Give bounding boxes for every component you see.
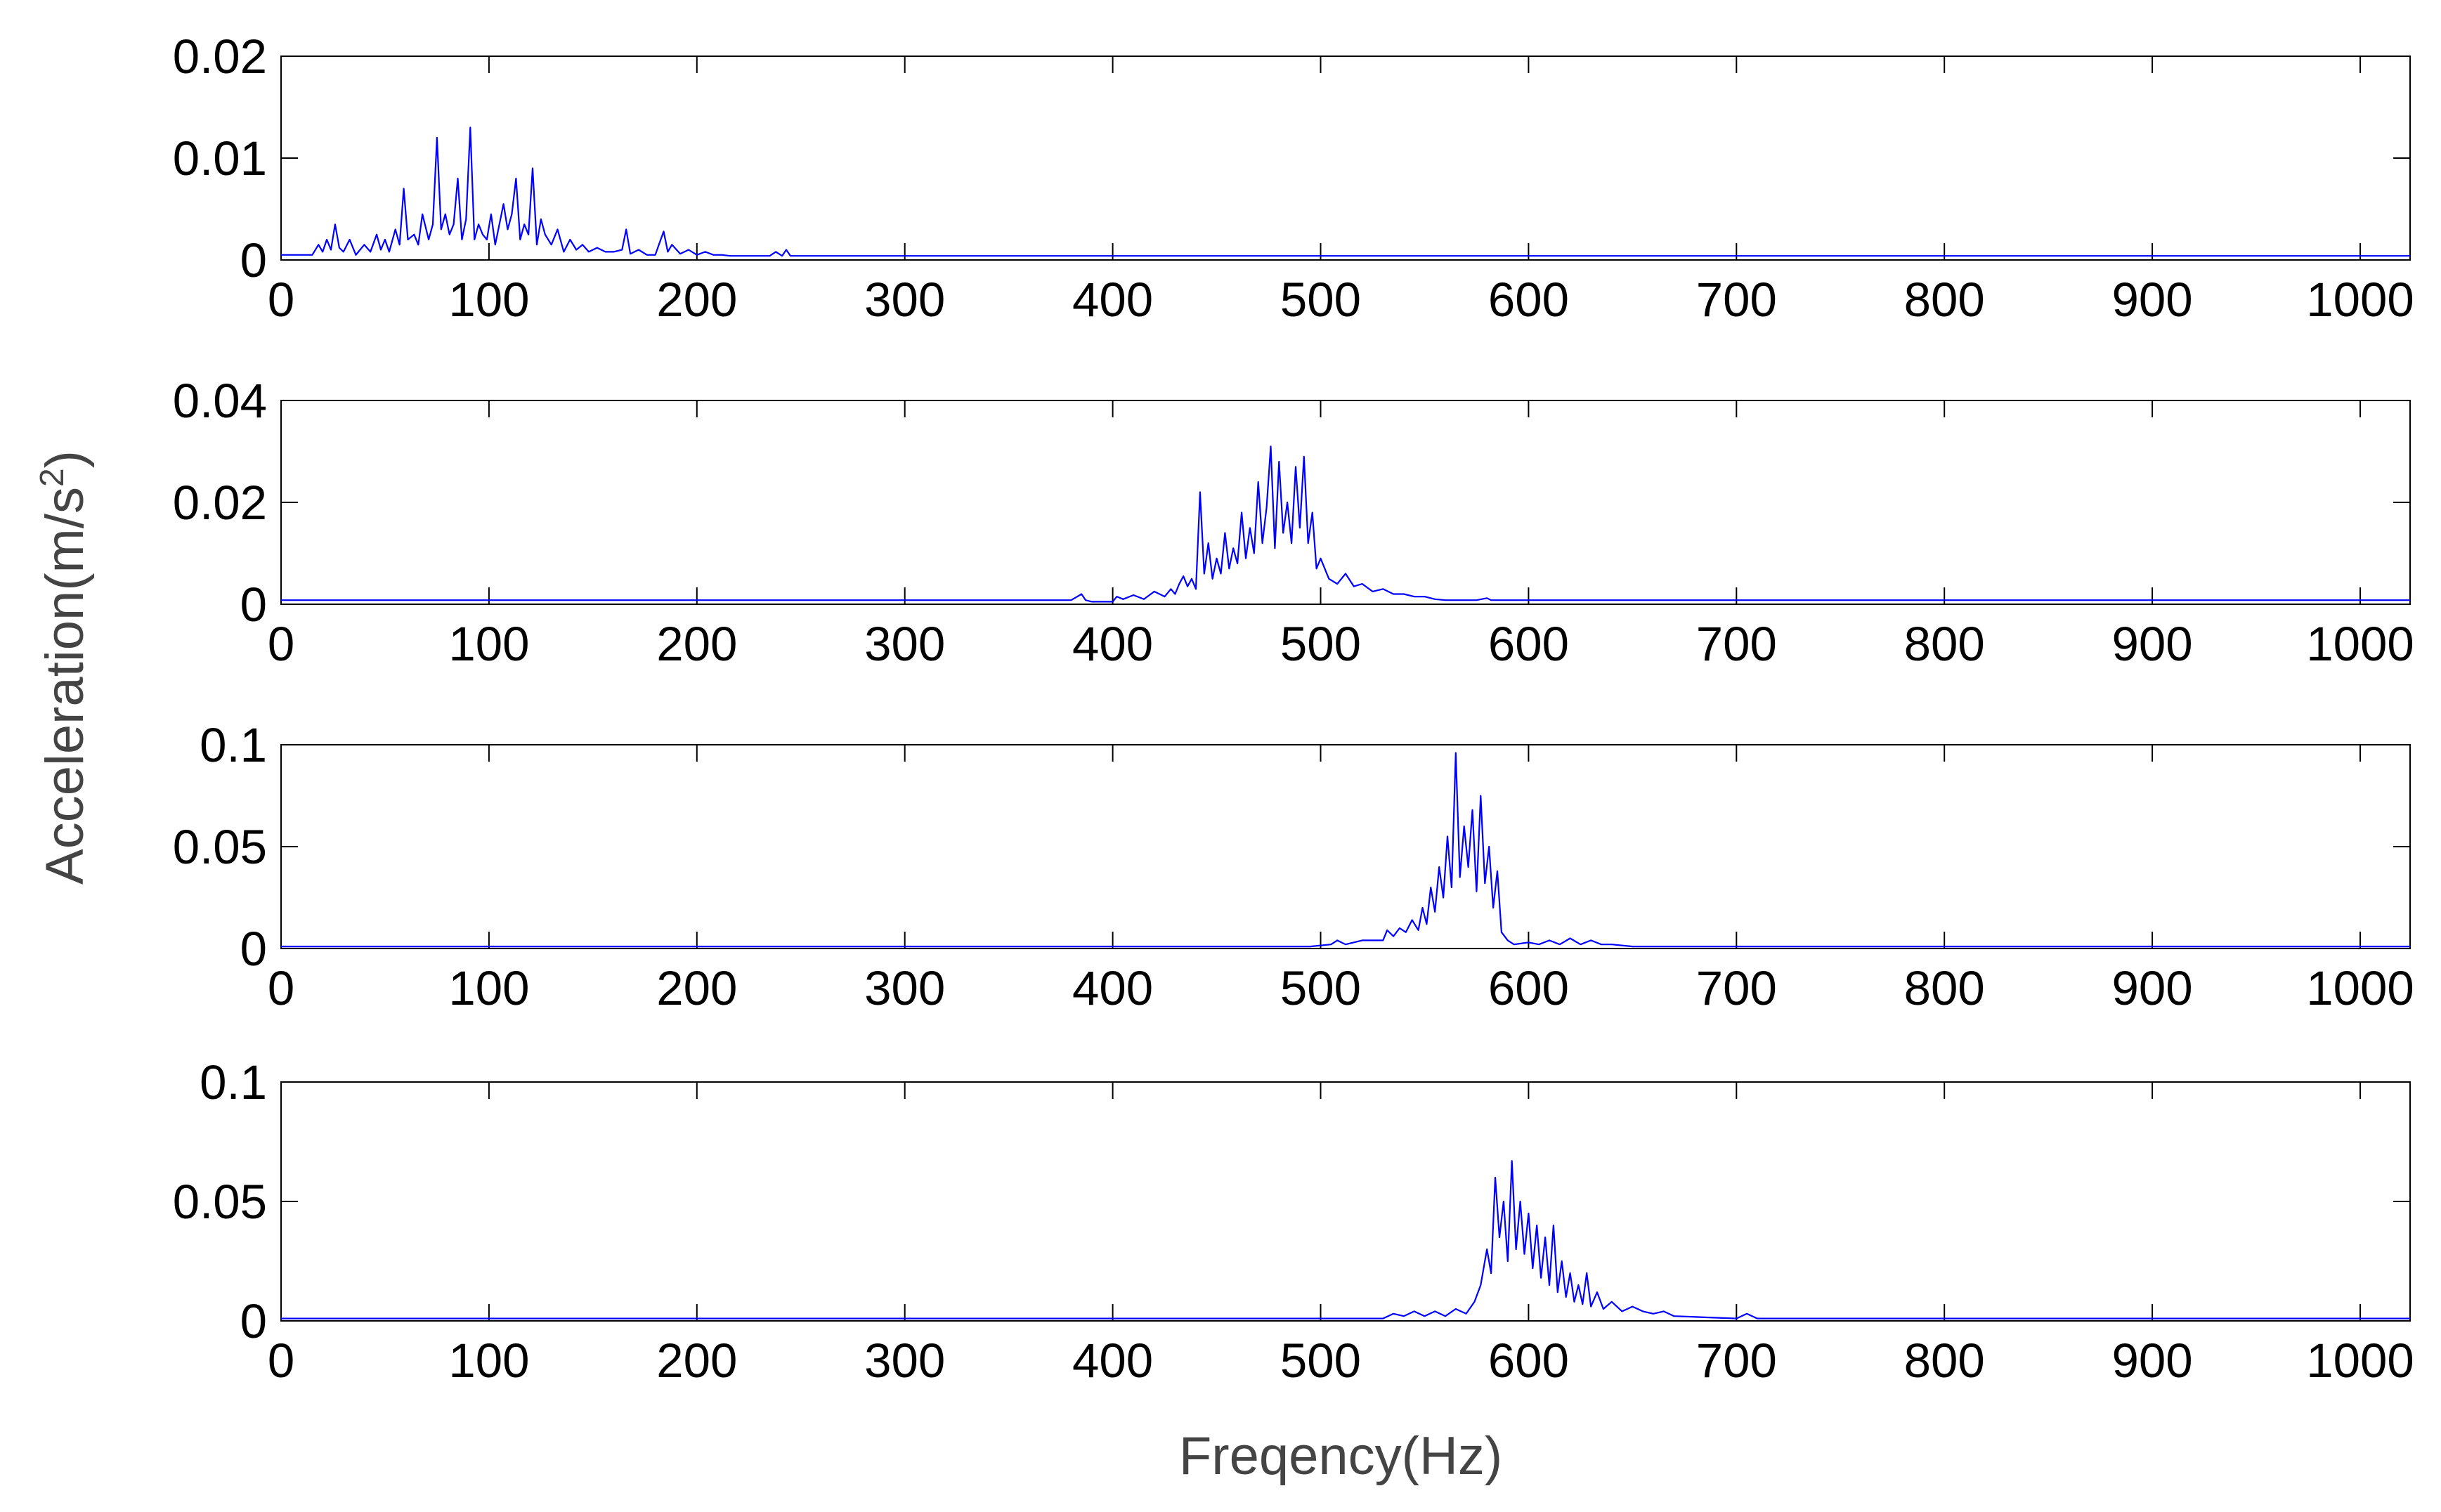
y-tick-label: 0 — [240, 233, 267, 287]
y-axis-title-main: Acceleration(m/s — [35, 487, 95, 885]
y-tick-label: 0.05 — [173, 1175, 267, 1229]
x-tick-label: 1000 — [2306, 961, 2414, 1015]
subplot-2: 0 100 200 300 400 500 600 700 800 900 1000 0 0.02 0.0… — [173, 374, 2414, 671]
x-tick-label: 400 — [1072, 617, 1153, 671]
x-tick-label: 600 — [1488, 617, 1569, 671]
x-tick-label: 700 — [1696, 1334, 1777, 1388]
x-tick-label: 200 — [656, 961, 737, 1015]
x-tick-label: 800 — [1904, 617, 1985, 671]
y-axis-title-close: ) — [35, 450, 95, 468]
y-tick-label: 0.01 — [173, 131, 267, 185]
series-line-2 — [281, 445, 2410, 603]
subplots: 0 100 200 300 400 500 600 700 800 900 100000.010.0… — [173, 30, 2414, 1388]
x-tick-label: 0 — [268, 1334, 294, 1388]
x-tick-label: 300 — [864, 961, 945, 1015]
x-tick-label: 200 — [656, 273, 737, 327]
x-tick-label: 1000 — [2306, 617, 2414, 671]
x-tick-label: 300 — [864, 1334, 945, 1388]
x-tick-label: 500 — [1280, 273, 1361, 327]
y-tick-label: 0.1 — [200, 718, 267, 772]
x-tick-label: 0 — [268, 273, 294, 327]
x-tick-label: 800 — [1904, 273, 1985, 327]
y-tick-label: 0.02 — [173, 30, 267, 84]
y-tick-label: 0.05 — [173, 820, 267, 874]
x-tick-label: 900 — [2112, 273, 2193, 327]
x-tick-label: 500 — [1280, 617, 1361, 671]
y-tick-label: 0.02 — [173, 476, 267, 530]
x-tick-label: 900 — [2112, 1334, 2193, 1388]
x-axis-title: Freqency(Hz) — [1179, 1426, 1502, 1486]
x-tick-label: 100 — [448, 961, 529, 1015]
x-tick-label: 800 — [1904, 1334, 1985, 1388]
x-tick-label: 0 — [268, 961, 294, 1015]
x-tick-label: 900 — [2112, 617, 2193, 671]
x-tick-label: 200 — [656, 617, 737, 671]
x-tick-label: 100 — [448, 617, 529, 671]
series-line-3 — [281, 752, 2410, 948]
subplot-3: 0 100 200 300 400 500 600 700 800 900 1000 0 0.05 0.1 — [173, 718, 2414, 1015]
x-tick-label: 200 — [656, 1334, 737, 1388]
x-tick-label: 400 — [1072, 961, 1153, 1015]
x-tick-label: 400 — [1072, 273, 1153, 327]
x-tick-label: 600 — [1488, 1334, 1569, 1388]
y-tick-label: 0 — [240, 1294, 267, 1348]
x-tick-label: 600 — [1488, 273, 1569, 327]
y-axis-title-superscript: 2 — [34, 468, 71, 487]
x-tick-label: 0 — [268, 617, 294, 671]
y-tick-label: 0.04 — [173, 374, 267, 428]
series-line-1 — [281, 126, 2410, 257]
x-tick-label: 300 — [864, 617, 945, 671]
y-tick-label: 0 — [240, 578, 267, 632]
x-tick-label: 1000 — [2306, 1334, 2414, 1388]
x-tick-label: 300 — [864, 273, 945, 327]
x-tick-label: 600 — [1488, 961, 1569, 1015]
y-axis-title: Acceleration(m/s2) — [34, 450, 95, 885]
x-tick-label: 500 — [1280, 961, 1361, 1015]
x-tick-label: 900 — [2112, 961, 2193, 1015]
x-tick-label: 700 — [1696, 273, 1777, 327]
x-tick-label: 1000 — [2306, 273, 2414, 327]
x-tick-label: 700 — [1696, 617, 1777, 671]
x-tick-label: 100 — [448, 273, 529, 327]
x-tick-label: 700 — [1696, 961, 1777, 1015]
y-tick-label: 0.1 — [200, 1055, 267, 1109]
x-tick-label: 800 — [1904, 961, 1985, 1015]
x-tick-label: 400 — [1072, 1334, 1153, 1388]
series-line-4 — [281, 1160, 2410, 1319]
subplot-1: 0 100 200 300 400 500 600 700 800 900 1000 0 0.01 0.0… — [173, 30, 2414, 327]
x-tick-label: 500 — [1280, 1334, 1361, 1388]
subplot-4: 0 100 200 300 400 500 600 700 800 900 1000 0 0.05 0.1 — [173, 1055, 2414, 1388]
x-tick-label: 100 — [448, 1334, 529, 1388]
y-tick-label: 0 — [240, 922, 267, 976]
